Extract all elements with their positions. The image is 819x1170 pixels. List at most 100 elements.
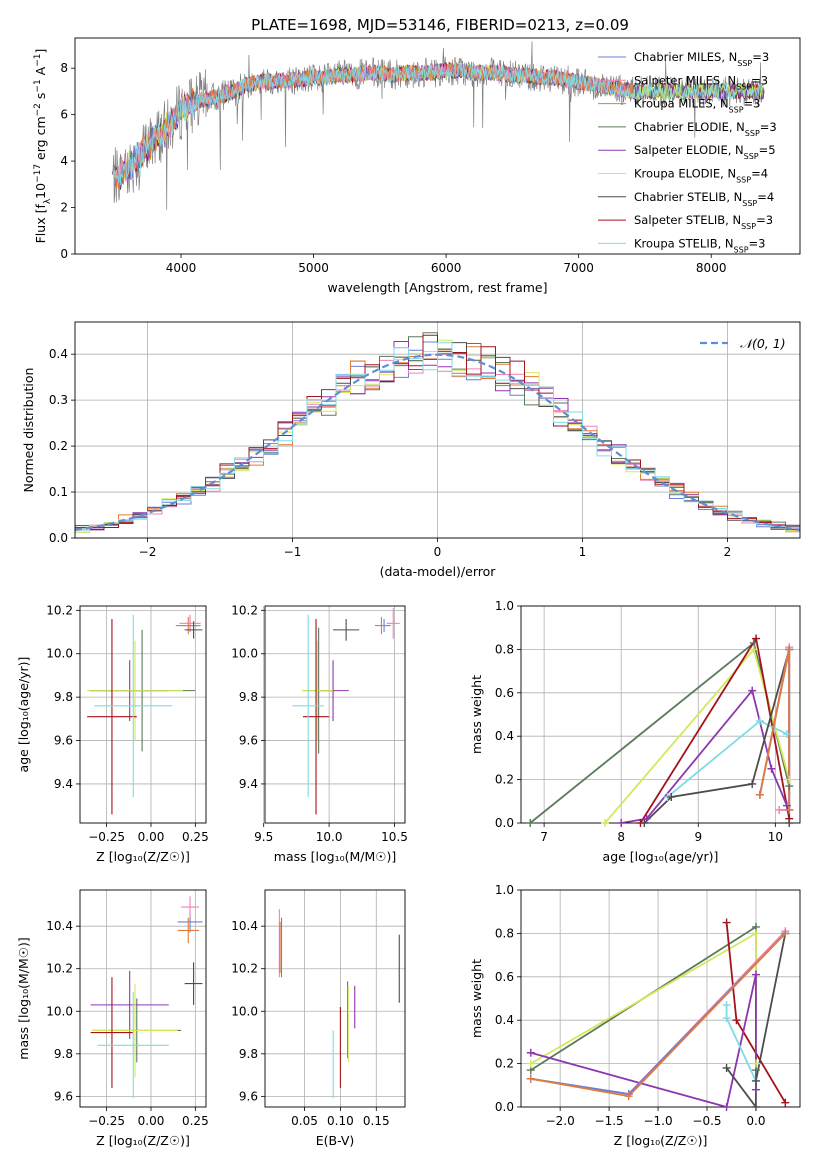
x-axis-label: age [log₁₀(age/yr)]	[603, 849, 719, 864]
weight-marker-salpeter_elodie	[617, 819, 626, 827]
legend-label: 𝒩(0, 1)	[740, 336, 786, 351]
x-tick-label: 10.0	[316, 830, 343, 844]
axes-frame	[74, 321, 801, 539]
weight-line-chabrier_stelib	[725, 933, 787, 1107]
y-tick-label: 9.6	[54, 1089, 73, 1103]
axes-frame	[264, 889, 406, 1108]
y-tick-label: 10.4	[46, 919, 73, 933]
model-spectrum-kroupa_stelib	[114, 62, 765, 186]
weight-marker-kroupa_stelib	[755, 717, 764, 726]
legend-label-name: Kroupa STELIB, N	[634, 236, 734, 250]
x-tick-label: 8	[617, 830, 625, 844]
y-tick-label: 0.4	[495, 1013, 514, 1027]
y-axis-label-part: s	[33, 93, 48, 104]
plot-area	[75, 332, 800, 533]
y-tick-label: 0	[60, 247, 68, 261]
x-axis-label: Z [log₁₀(Z/Z☉)]	[614, 1133, 708, 1148]
weight-marker-kroupa_miles	[781, 929, 790, 938]
weight-marker-kroupa_miles	[526, 1074, 535, 1083]
y-axis-label-part: A	[33, 66, 48, 79]
weight-marker-chabrier_stelib	[667, 792, 676, 801]
weight-line-chabrier_elodie	[529, 641, 791, 823]
x-tick-label: 9	[694, 830, 702, 844]
weight-marker-salpeter_elodie	[722, 1103, 731, 1111]
weight-marker-salpeter_elodie	[642, 814, 651, 823]
panel-mass_vs_ebv: 0.05 0.10 0.15 9.6 9.8 10.0 10.2 10.4 E(B-V)	[231, 889, 406, 1148]
y-axis-label-part: −1	[33, 79, 43, 92]
weight-marker-chabrier_stelib	[722, 1063, 731, 1072]
y-axis-label: age [log₁₀(age/yr)]	[16, 657, 31, 773]
legend-label-tail: =5	[759, 143, 776, 157]
legend-label-tail: =4	[757, 190, 774, 204]
y-tick-label: 10.0	[231, 647, 258, 661]
y-tick-label: 9.6	[54, 734, 73, 748]
legend-label-tail: =3	[744, 97, 761, 111]
weight-marker-salpeter_elodie	[526, 1048, 535, 1057]
x-tick-label: 2	[724, 545, 732, 559]
legend-label-sub: SSP	[737, 59, 752, 68]
legend-label-sub: SSP	[736, 175, 751, 184]
weight-marker-kroupa_stelib	[782, 730, 791, 739]
x-axis-label: wavelength [Angstrom, rest frame]	[327, 280, 547, 295]
x-tick-label: 0.25	[182, 1114, 209, 1128]
weight-marker-salpeter_stelib	[732, 1016, 741, 1025]
y-tick-label: 1.0	[495, 883, 514, 897]
x-tick-label: 0.00	[138, 1114, 165, 1128]
y-tick-label: 9.4	[239, 777, 258, 791]
x-tick-label: −1	[284, 545, 302, 559]
histogram-kroupa_stelib	[75, 342, 800, 532]
weight-marker-kroupa_elodie	[751, 1059, 760, 1068]
panel-residuals: −2 −1 0 1 2 0.0 0.1 0.2 0.3 0.4 (data-model)/error…	[21, 321, 801, 579]
legend-label-tail: =3	[751, 73, 768, 87]
weight-marker-salpeter_elodie	[751, 970, 760, 979]
x-tick-label: −0.5	[692, 1114, 721, 1128]
x-tick-label: 7	[540, 830, 548, 844]
legend-label-sub: SSP	[745, 128, 760, 137]
weight-marker-kroupa_miles	[755, 790, 764, 799]
y-axis-label: mass weight	[469, 675, 484, 754]
y-axis-label-part: λ	[43, 198, 53, 204]
weight-marker-salpeter_elodie	[767, 764, 776, 773]
legend-label: Kroupa ELODIE, NSSP=4	[634, 167, 768, 185]
y-axis-label-part: −2	[33, 103, 43, 116]
axes-frame	[520, 605, 801, 824]
legend-label-sub: SSP	[741, 222, 756, 231]
legend-label-tail: =3	[749, 236, 766, 250]
weight-marker-salpeter_stelib	[781, 1098, 790, 1107]
weight-marker-salpeter_stelib	[752, 634, 761, 643]
x-tick-label: 0.25	[182, 830, 209, 844]
x-tick-label: 4000	[166, 261, 197, 275]
axes-frame	[264, 605, 406, 824]
weight-marker-salpeter_miles	[775, 805, 784, 814]
y-axis-label-part: 10	[33, 183, 48, 199]
legend-label-name: Kroupa MILES, N	[634, 97, 729, 111]
x-tick-label: 8000	[696, 261, 727, 275]
legend-label: Kroupa MILES, NSSP=3	[634, 97, 760, 115]
weight-marker-chabrier_stelib	[751, 1076, 760, 1085]
y-axis-label-part: erg cm	[33, 116, 48, 164]
legend-label-name: Chabrier MILES, N	[634, 50, 737, 64]
plot-area	[529, 636, 791, 823]
weight-marker-kroupa_miles	[624, 1092, 633, 1101]
legend-label: Salpeter STELIB, NSSP=3	[634, 213, 773, 231]
weight-marker-kroupa_elodie	[751, 929, 760, 938]
weight-marker-kroupa_stelib	[722, 1001, 731, 1010]
x-axis-label: Z [log₁₀(Z/Z☉)]	[96, 1133, 190, 1148]
y-tick-label: 0.0	[49, 531, 68, 545]
y-tick-label: 10.4	[231, 919, 258, 933]
y-tick-label: 2	[60, 201, 68, 215]
y-tick-label: 0.3	[49, 393, 68, 407]
x-axis-label: Z [log₁₀(Z/Z☉)]	[96, 849, 190, 864]
y-tick-label: 0.4	[49, 347, 68, 361]
x-tick-label: 9.5	[254, 830, 273, 844]
legend-label-name: Salpeter STELIB, N	[634, 213, 741, 227]
weight-marker-salpeter_elodie	[748, 686, 757, 695]
y-tick-label: 0.6	[495, 970, 514, 984]
y-tick-label: 9.6	[239, 1089, 258, 1103]
x-tick-label: −0.25	[88, 1114, 125, 1128]
y-axis-label: mass [log₁₀(M/M☉)]	[16, 937, 31, 1059]
legend-label-sub: SSP	[734, 245, 749, 254]
y-tick-label: 10.2	[46, 962, 73, 976]
y-axis-label-part: −17	[33, 164, 43, 183]
